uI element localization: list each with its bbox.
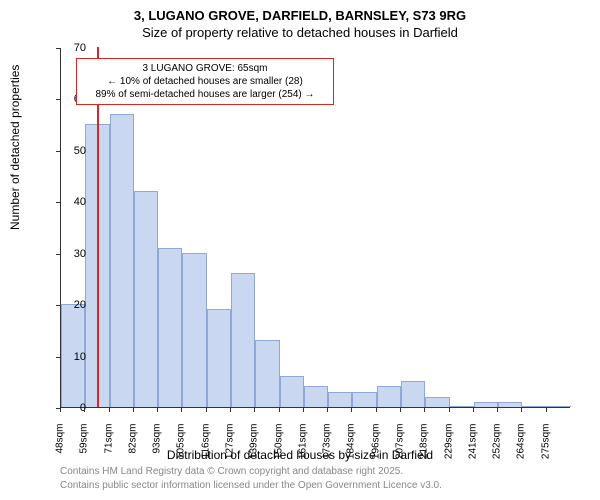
y-tick-label: 70 [74,42,86,54]
x-tick-mark [327,408,328,412]
x-tick-label: 59sqm [79,424,90,464]
x-tick-mark [279,408,280,412]
annotation-line: 89% of semi-detached houses are larger (… [83,88,327,101]
x-tick-mark [424,408,425,412]
x-tick-mark [181,408,182,412]
y-tick-mark [56,357,60,358]
x-tick-mark [157,408,158,412]
attribution-line-2: Contains public sector information licen… [60,480,442,491]
annotation-line: ← 10% of detached houses are smaller (28… [83,75,327,88]
x-tick-mark [133,408,134,412]
histogram-bar [207,309,231,407]
x-tick-mark [473,408,474,412]
x-tick-label: 264sqm [516,424,527,464]
x-tick-mark [546,408,547,412]
y-tick-label: 30 [74,248,86,260]
histogram-bar [425,397,449,407]
x-tick-label: 173sqm [322,424,333,464]
histogram-bar [110,114,134,407]
histogram-bar [328,392,352,407]
x-tick-mark [254,408,255,412]
x-tick-mark [376,408,377,412]
y-tick-mark [56,254,60,255]
x-tick-label: 48sqm [55,424,66,464]
histogram-bar [231,273,255,407]
x-tick-mark [303,408,304,412]
x-tick-label: 105sqm [176,424,187,464]
x-tick-label: 196sqm [370,424,381,464]
x-tick-label: 116sqm [200,424,211,464]
chart-title-sub: Size of property relative to detached ho… [0,23,600,40]
x-tick-mark [206,408,207,412]
y-tick-mark [56,99,60,100]
histogram-bar [401,381,425,407]
y-tick-mark [56,305,60,306]
attribution-line-1: Contains HM Land Registry data © Crown c… [60,466,403,477]
x-tick-label: 139sqm [249,424,260,464]
histogram-bar [474,402,498,407]
histogram-bar [280,376,304,407]
x-tick-label: 127sqm [225,424,236,464]
x-tick-label: 252sqm [492,424,503,464]
y-tick-label: 40 [74,196,86,208]
x-tick-label: 161sqm [297,424,308,464]
x-tick-mark [521,408,522,412]
x-tick-label: 82sqm [127,424,138,464]
y-axis-label: Number of detached properties [8,65,22,230]
histogram-bar [304,386,328,407]
y-tick-mark [56,202,60,203]
x-tick-label: 218sqm [419,424,430,464]
y-tick-label: 20 [74,299,86,311]
x-tick-label: 71sqm [103,424,114,464]
x-tick-mark [109,408,110,412]
histogram-bar [352,392,376,407]
histogram-bar [255,340,279,407]
x-tick-mark [400,408,401,412]
y-tick-label: 50 [74,145,86,157]
histogram-bar [498,402,522,407]
x-tick-label: 184sqm [346,424,357,464]
chart-container: 3, LUGANO GROVE, DARFIELD, BARNSLEY, S73… [0,0,600,500]
histogram-bar [547,406,571,407]
x-tick-label: 150sqm [273,424,284,464]
x-tick-label: 207sqm [395,424,406,464]
histogram-bar [134,191,158,407]
histogram-bar [182,253,206,407]
x-tick-mark [60,408,61,412]
x-tick-mark [449,408,450,412]
y-tick-mark [56,48,60,49]
histogram-bar [450,406,474,407]
y-tick-mark [56,151,60,152]
x-tick-label: 93sqm [152,424,163,464]
x-tick-label: 229sqm [443,424,454,464]
x-tick-mark [84,408,85,412]
x-tick-label: 275sqm [540,424,551,464]
histogram-bar [377,386,401,407]
annotation-box: 3 LUGANO GROVE: 65sqm← 10% of detached h… [76,58,334,105]
histogram-bar [522,406,546,407]
histogram-bar [158,248,182,407]
x-tick-mark [351,408,352,412]
x-tick-mark [497,408,498,412]
x-tick-mark [230,408,231,412]
y-tick-label: 10 [74,351,86,363]
annotation-line: 3 LUGANO GROVE: 65sqm [83,62,327,75]
chart-title-main: 3, LUGANO GROVE, DARFIELD, BARNSLEY, S73… [0,0,600,23]
x-tick-label: 241sqm [467,424,478,464]
